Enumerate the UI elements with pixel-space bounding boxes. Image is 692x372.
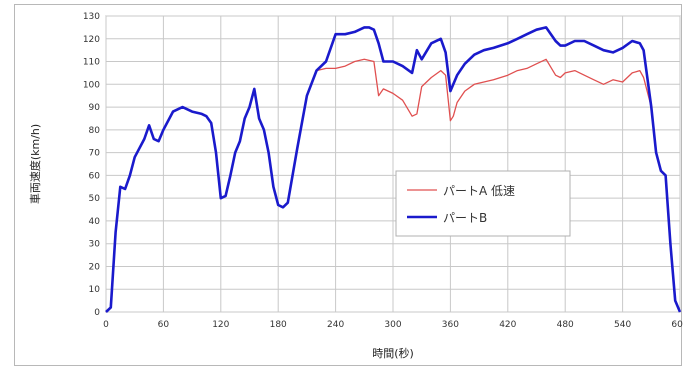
y-axis-title: 車両速度(km/h) [28, 124, 42, 204]
x-tick-label: 300 [384, 320, 401, 330]
y-tick-label: 0 [94, 308, 100, 318]
y-tick-label: 30 [89, 240, 101, 250]
x-tick-label: 240 [327, 320, 344, 330]
x-tick-label: 360 [442, 320, 459, 330]
legend-label-series-b: パートB [443, 211, 487, 225]
x-tick-labels: 0 60 120 180 240 300 360 420 480 540 600 [103, 320, 683, 330]
y-tick-label: 80 [89, 126, 101, 136]
y-tick-label: 110 [83, 58, 100, 68]
x-tick-label: 480 [557, 320, 574, 330]
x-tick-label: 600 [671, 320, 683, 330]
chart-frame: 0 60 120 180 240 300 360 420 480 540 600 0 10 20 30 40… [14, 4, 683, 366]
y-tick-label: 40 [89, 217, 101, 227]
legend-label-series-a: パートA 低速 [443, 184, 515, 198]
line-chart: 0 60 120 180 240 300 360 420 480 540 600 0 10 20 30 40… [28, 12, 683, 360]
legend: パートA 低速 パートB [395, 170, 571, 237]
y-tick-label: 50 [89, 194, 101, 204]
y-tick-label: 100 [83, 80, 100, 90]
y-tick-label: 10 [89, 285, 101, 295]
x-tick-label: 0 [103, 320, 109, 330]
y-tick-label: 120 [83, 35, 100, 45]
x-tick-label: 420 [499, 320, 516, 330]
gridlines [105, 15, 681, 313]
y-tick-label: 130 [83, 12, 100, 22]
y-tick-label: 90 [89, 103, 101, 113]
series-lines [105, 26, 682, 313]
x-tick-label: 180 [270, 320, 287, 330]
y-tick-label: 70 [89, 149, 101, 159]
series-b-line [105, 26, 682, 313]
x-tick-label: 120 [212, 320, 229, 330]
y-tick-label: 20 [89, 262, 101, 272]
x-tick-label: 540 [614, 320, 631, 330]
x-axis-title: 時間(秒) [372, 346, 414, 360]
x-tick-label: 60 [158, 320, 170, 330]
y-tick-label: 60 [89, 171, 101, 181]
legend-box [395, 170, 571, 237]
y-tick-labels: 0 10 20 30 40 50 60 70 80 90 100 110 120 130 [83, 12, 100, 318]
